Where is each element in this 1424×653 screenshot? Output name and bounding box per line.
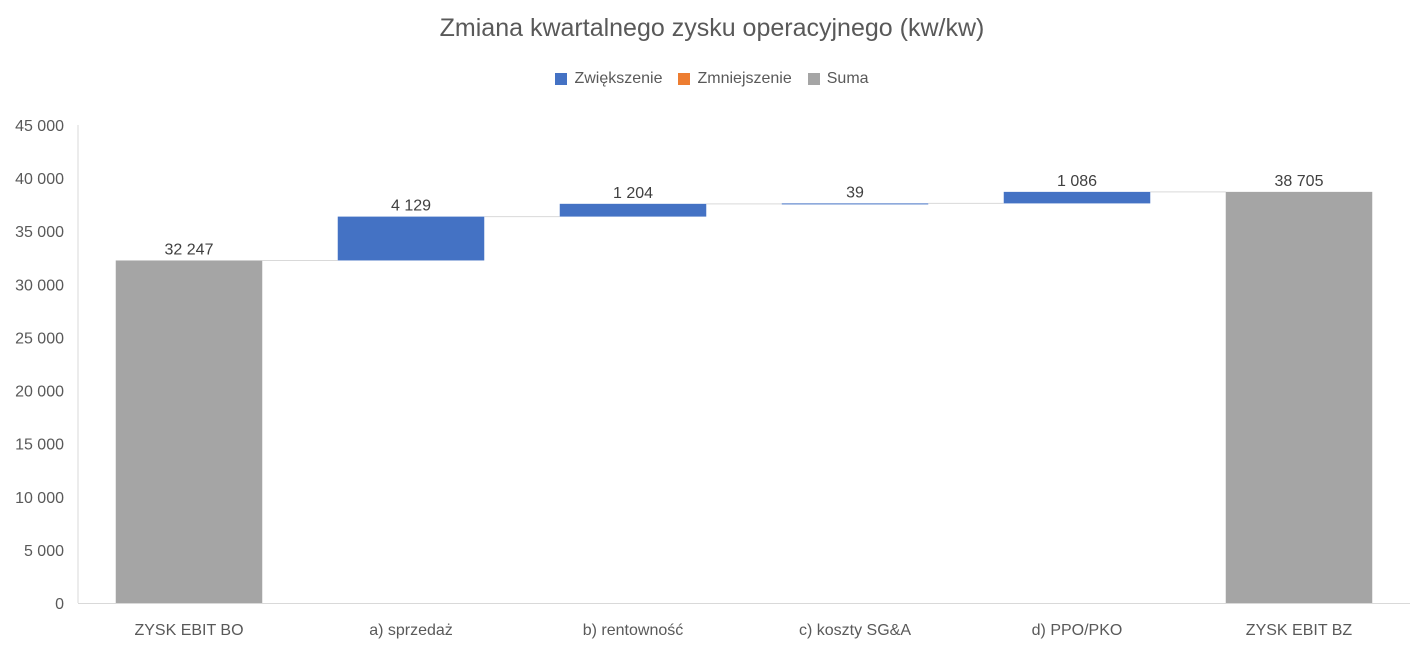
x-tick-label: c) koszty SG&A <box>799 622 911 639</box>
legend-label-decrease: Zmniejszenie <box>697 70 792 87</box>
data-label: 1 204 <box>613 185 653 202</box>
chart-title: Zmiana kwartalnego zysku operacyjnego (k… <box>439 14 985 42</box>
legend-item-increase[interactable]: Zwiększenie <box>555 70 662 88</box>
legend-item-decrease[interactable]: Zmniejszenie <box>678 70 792 88</box>
x-tick-label: d) PPO/PKO <box>1032 622 1123 639</box>
bar-increase <box>337 216 485 261</box>
y-tick-label: 40 000 <box>15 171 64 188</box>
data-label: 32 247 <box>165 241 214 258</box>
data-label: 39 <box>846 184 864 201</box>
bar-total <box>115 260 263 603</box>
bar-increase <box>781 203 929 205</box>
data-label: 1 086 <box>1057 173 1097 190</box>
legend-swatch-total <box>807 73 820 85</box>
y-tick-label: 15 000 <box>15 437 64 454</box>
bar-increase <box>559 203 707 217</box>
y-tick-label: 0 <box>55 596 64 613</box>
legend-label-total: Suma <box>826 70 869 87</box>
bar-increase <box>1003 191 1151 204</box>
y-tick-label: 10 000 <box>15 490 64 507</box>
legend-label-increase: Zwiększenie <box>574 70 663 87</box>
data-label: 38 705 <box>1275 173 1324 190</box>
legend-swatch-decrease <box>678 73 691 85</box>
y-tick-label: 30 000 <box>15 277 64 294</box>
x-tick-label: a) sprzedaż <box>369 622 453 639</box>
x-tick-label: ZYSK EBIT BZ <box>1246 622 1353 639</box>
x-tick-label: ZYSK EBIT BO <box>134 622 243 639</box>
y-tick-label: 20 000 <box>15 384 64 401</box>
y-tick-label: 5 000 <box>24 543 64 560</box>
bar-total <box>1225 191 1373 603</box>
legend: Zwiększenie Zmniejszenie Suma <box>0 70 1424 88</box>
y-tick-label: 25 000 <box>15 330 64 347</box>
legend-swatch-increase <box>555 73 568 85</box>
legend-item-total[interactable]: Suma <box>807 70 869 88</box>
y-tick-label: 45 000 <box>15 118 64 135</box>
y-tick-label: 35 000 <box>15 224 64 241</box>
x-tick-label: b) rentowność <box>583 622 684 639</box>
data-label: 4 129 <box>391 198 431 215</box>
